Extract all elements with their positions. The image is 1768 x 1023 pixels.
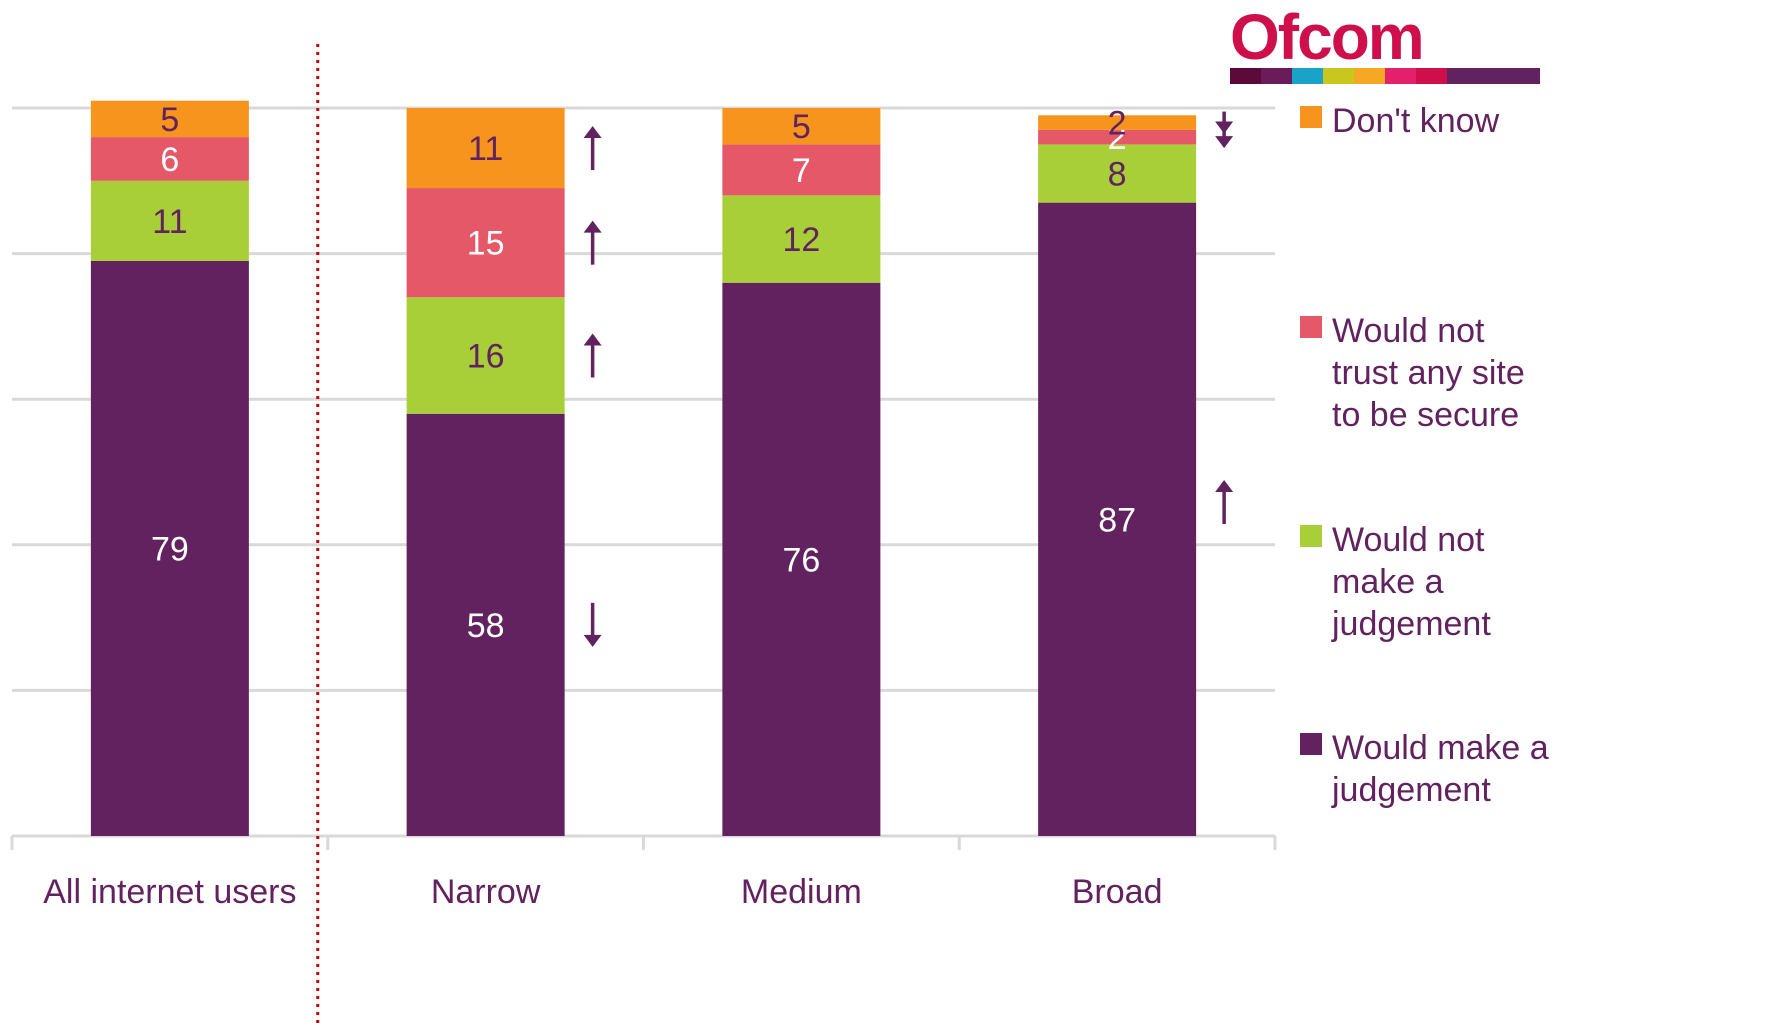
logo-stripe-segment — [1354, 68, 1385, 84]
legend-label: Don't know — [1332, 102, 1500, 140]
x-tick-label: Medium — [741, 873, 862, 911]
data-label: 7 — [792, 152, 811, 190]
logo-stripe-segment — [1509, 68, 1540, 84]
significance-arrow-head — [1215, 480, 1234, 492]
bar-segment — [722, 282, 881, 837]
bar-segment — [90, 137, 249, 181]
logo-stripe-segment — [1230, 68, 1261, 84]
data-label: 8 — [1108, 156, 1127, 194]
data-label: 5 — [792, 108, 811, 146]
x-tick-label: All internet users — [43, 873, 296, 911]
bar-segment — [722, 144, 881, 196]
legend-label: Would not — [1332, 521, 1485, 559]
x-tick-label: Broad — [1072, 873, 1163, 911]
logo-stripe-segment — [1385, 68, 1416, 84]
significance-arrow-head — [583, 126, 602, 139]
logo-text: Ofcom — [1230, 1, 1425, 73]
bar-segment — [1038, 144, 1197, 203]
bar-segment — [406, 108, 565, 189]
legend-swatch — [1300, 525, 1322, 547]
significance-arrow-head — [1215, 136, 1234, 149]
bar-segment — [1038, 202, 1197, 836]
significance-arrow-head — [583, 634, 602, 647]
significance-arrow-head — [583, 333, 602, 346]
bar-segment — [722, 195, 881, 283]
ofcom-logo: Ofcom — [1230, 1, 1540, 88]
legend-swatch — [1300, 316, 1322, 338]
x-tick-label: Narrow — [431, 873, 541, 911]
logo-stripe-segment — [1323, 68, 1354, 84]
logo-stripe-segment — [1447, 68, 1478, 84]
legend-label: Would not — [1332, 312, 1485, 350]
logo-stripe-segment — [1416, 68, 1447, 84]
bar-segment — [90, 100, 249, 138]
legend-label: trust any site — [1332, 354, 1525, 392]
bar-segment — [406, 188, 565, 298]
legend-label: Would make a — [1332, 729, 1549, 767]
data-label: 11 — [468, 130, 503, 168]
bar-segment — [722, 108, 881, 145]
logo-stripe-segment — [1292, 68, 1323, 84]
bar-segment — [90, 260, 249, 836]
data-label: 16 — [467, 338, 505, 376]
data-label: 87 — [1098, 501, 1136, 539]
data-label: 2 — [1108, 105, 1127, 143]
legend-label: judgement — [1331, 605, 1491, 643]
bar-segment — [90, 180, 249, 261]
legend-label: make a — [1332, 563, 1444, 601]
bar-segment — [406, 297, 565, 414]
data-label: 15 — [467, 225, 505, 263]
data-label: 6 — [160, 141, 179, 179]
logo-stripe-segment — [1261, 68, 1292, 84]
data-label: 5 — [160, 101, 179, 139]
legend-swatch — [1300, 733, 1322, 755]
data-label: 79 — [151, 530, 189, 568]
legend-label: judgement — [1331, 771, 1491, 809]
bar-segment — [406, 413, 565, 836]
data-label: 12 — [782, 221, 820, 259]
legend-label: to be secure — [1332, 396, 1519, 434]
bar-segment — [1038, 115, 1197, 130]
significance-arrow-head — [583, 220, 602, 233]
logo-stripe — [1230, 68, 1540, 84]
data-label: 76 — [782, 541, 820, 579]
bar-segment — [1038, 129, 1197, 145]
legend-swatch — [1300, 106, 1322, 128]
data-label: 11 — [152, 203, 187, 241]
data-label: 58 — [467, 607, 505, 645]
logo-stripe-segment — [1478, 68, 1509, 84]
